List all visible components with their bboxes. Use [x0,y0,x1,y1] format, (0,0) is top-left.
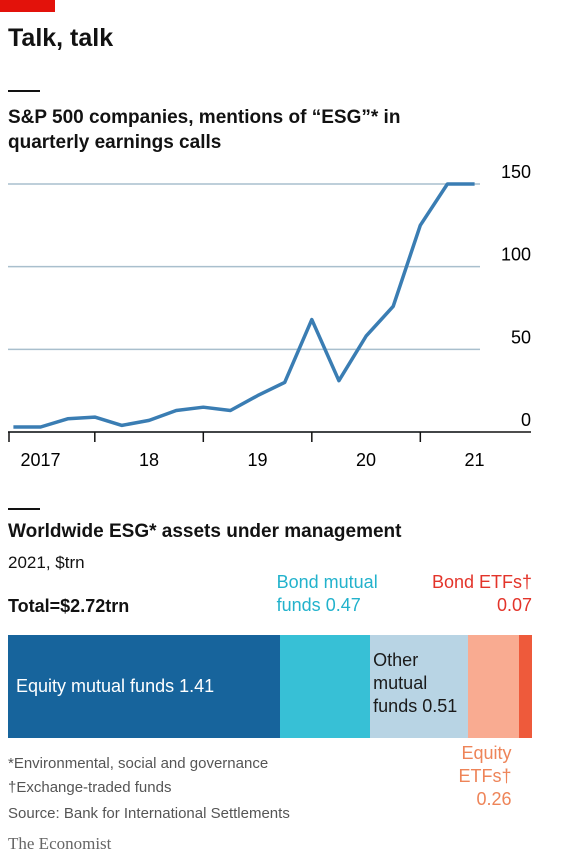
line-chart: 0 50 100 150 2017 18 19 20 21 [8,162,531,470]
segment-value: 0.26 [476,789,512,809]
y-tick-label: 150 [501,162,531,182]
bar-segment [468,635,519,738]
segment-name: Equity ETFs† [458,743,512,786]
segment-value: 0.47 [325,595,361,615]
footnote: †Exchange-traded funds [8,779,172,796]
bar-chart-title: Worldwide ESG* assets under management [8,521,402,542]
x-tick-label: 20 [356,450,376,470]
bar-segment [8,635,280,738]
x-tick-label: 19 [248,450,268,470]
segment-label: Bond ETFs† 0.07 [422,571,532,617]
bar-chart-subtitle: 2021, $trn [8,553,85,572]
segment-label: Bond mutual funds 0.47 [277,571,407,617]
line-series [13,182,475,429]
segment-name: Other mutual funds [373,650,428,716]
segment-value: 0.07 [496,595,532,615]
segment-label: Equity mutual funds 1.41 [16,675,276,698]
x-tick-label: 18 [139,450,159,470]
line-chart-title: S&P 500 companies, mentions of “ESG”* in… [8,107,401,153]
y-tick-label: 100 [501,245,531,265]
segment-label: Equity ETFs† 0.26 [450,742,512,811]
rule [8,508,40,510]
segment-value: 1.41 [179,676,215,696]
footnote: *Environmental, social and governance [8,755,269,772]
y-tick-label: 50 [511,327,531,347]
segment-value: 0.51 [422,696,458,716]
x-tick-label: 2017 [21,450,61,470]
stacked-bar: Equity mutual funds 1.41 Bond mutual fund… [8,572,532,809]
segment-name: Bond mutual funds [276,572,378,615]
source: Source: Bank for International Settlemen… [8,805,290,822]
rule [8,90,40,92]
segment-name: Equity mutual funds [16,676,175,696]
bar-segment [370,635,469,738]
y-tick-label: 0 [521,410,531,430]
segment-name: Bond ETFs† [431,572,532,592]
red-tag [0,0,55,12]
x-tick-label: 21 [465,450,485,470]
total-annotation: Total=$2.72trn [8,596,130,616]
brand: The Economist [8,834,112,853]
page-title: Talk, talk [8,24,114,52]
segment-label: Other mutual funds 0.51 [373,649,468,718]
bar-segment [279,635,371,738]
bar-segment [518,635,532,738]
